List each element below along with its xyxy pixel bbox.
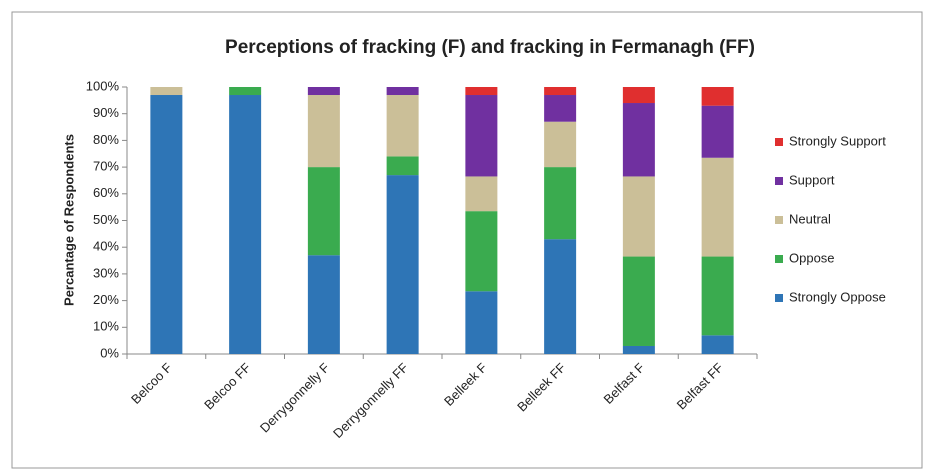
bar-segment [465,95,498,177]
bar-segment [544,239,577,354]
y-tick-label: 20% [93,292,119,307]
bar-segment [229,87,262,96]
y-tick-label: 90% [93,105,119,120]
bar-segment [386,87,419,96]
legend-label: Oppose [789,250,835,265]
legend-label: Support [789,172,835,187]
bar-segment [701,335,734,354]
bar-segment [307,255,340,354]
y-axis-label: Percantage of Respondents [61,134,76,306]
bar-segment [544,95,577,122]
bar-segment [307,87,340,96]
legend-swatch [775,255,783,263]
y-tick-label: 40% [93,239,119,254]
bar-segment [150,87,183,96]
legend-label: Neutral [789,211,831,226]
legend-swatch [775,216,783,224]
bar-segment [150,95,183,354]
legend-swatch [775,138,783,146]
legend-label: Strongly Oppose [789,289,886,304]
bar-segment [465,87,498,96]
bar-segment [701,105,734,158]
bar-segment [465,176,498,212]
bar-segment [544,167,577,240]
y-tick-label: 70% [93,159,119,174]
bar-segment [386,95,419,157]
bar-segment [622,87,655,104]
bar-segment [701,157,734,257]
bar-segment [386,156,419,176]
y-tick-label: 60% [93,185,119,200]
chart-title: Perceptions of fracking (F) and fracking… [225,37,755,58]
legend-swatch [775,294,783,302]
y-tick-label: 10% [93,319,119,334]
bar-segment [307,167,340,256]
bar-segment [622,176,655,257]
bar-segment [701,256,734,336]
bar-segment [544,121,577,168]
legend-swatch [775,177,783,185]
bar-segment [465,211,498,292]
y-tick-label: 80% [93,132,119,147]
bar-segment [307,95,340,168]
y-tick-label: 30% [93,265,119,280]
bar-segment [465,291,498,354]
y-tick-label: 100% [86,78,120,93]
y-tick-label: 0% [100,345,119,360]
bar-segment [544,87,577,96]
bar-segment [622,256,655,346]
bar-segment [229,95,262,354]
bar-segment [622,345,655,354]
bar-segment [622,103,655,177]
legend-label: Strongly Support [789,133,886,148]
bar-segment [701,87,734,106]
bar-segment [386,175,419,354]
y-tick-label: 50% [93,212,119,227]
